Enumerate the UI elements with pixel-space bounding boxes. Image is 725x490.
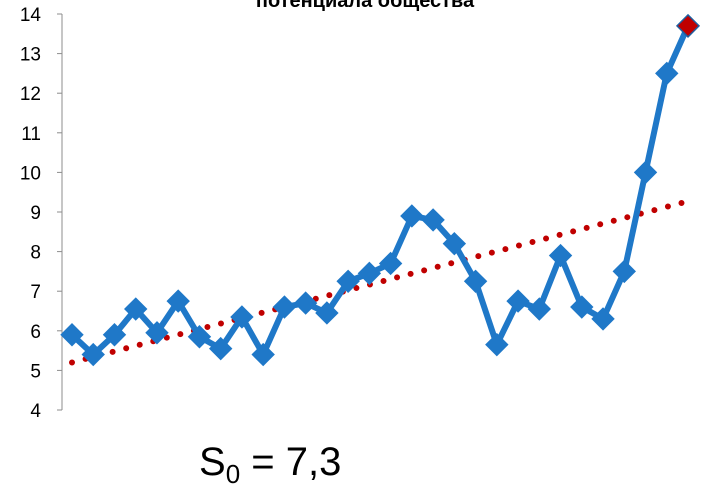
y-tick-label: 13: [20, 45, 41, 66]
y-tick-label: 14: [20, 5, 42, 26]
y-tick-label: 8: [30, 243, 41, 264]
data-point-marker: [613, 260, 635, 282]
y-tick-label: 6: [30, 322, 41, 343]
data-point-marker: [528, 298, 550, 320]
s0-value: = 7,3: [240, 440, 341, 484]
y-tick-label: 9: [30, 203, 41, 224]
y-tick-label: 4: [30, 401, 41, 422]
data-series: [61, 15, 699, 366]
data-point-marker: [507, 290, 529, 312]
data-point-marker: [358, 262, 380, 284]
y-tick-label: 10: [20, 163, 41, 184]
data-point-marker: [380, 252, 402, 274]
s0-subscript: 0: [226, 459, 240, 489]
trendline: [72, 201, 688, 362]
s0-annotation: S0 = 7,3: [199, 440, 341, 490]
y-tick-label: 12: [20, 84, 41, 105]
data-point-marker: [486, 334, 508, 356]
data-point-marker: [401, 205, 423, 227]
y-tick-label: 11: [21, 124, 41, 145]
data-point-marker: [635, 161, 657, 183]
trendline-path: [72, 201, 688, 362]
chart-title: потенциала общества: [256, 0, 475, 12]
data-point-marker: [295, 292, 317, 314]
y-tick-label: 7: [30, 282, 41, 303]
y-tick-label: 5: [30, 361, 41, 382]
data-point-marker: [273, 296, 295, 318]
s0-symbol: S: [199, 440, 226, 484]
y-axis: 4 5 6 7 8 9 10 11 12 13 14: [20, 5, 62, 422]
data-point-marker: [550, 245, 572, 267]
highlight-point-marker: [677, 15, 699, 37]
series-line: [72, 26, 688, 355]
data-point-marker: [656, 62, 678, 84]
